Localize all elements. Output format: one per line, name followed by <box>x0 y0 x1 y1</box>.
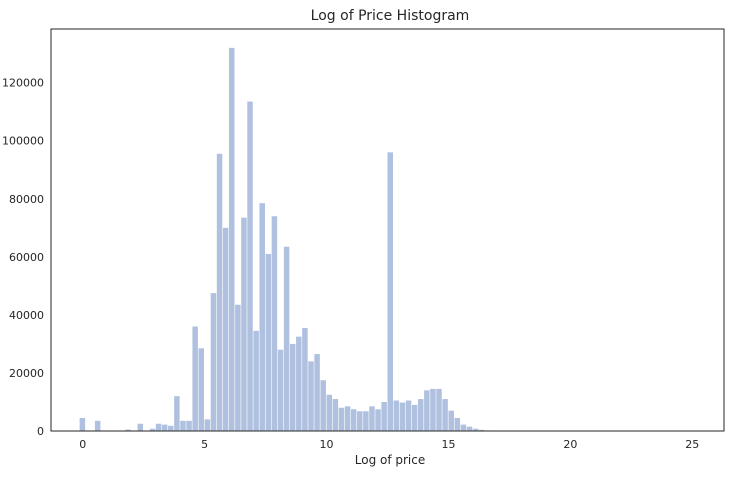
y-tick-label: 100000 <box>2 135 44 148</box>
histogram-bar <box>296 336 302 431</box>
histogram-bar <box>399 402 406 431</box>
histogram-bar <box>259 203 265 431</box>
histogram-bar <box>235 304 241 431</box>
histogram-bar <box>430 388 436 431</box>
x-tick-label: 15 <box>441 438 455 451</box>
histogram-bar <box>357 411 363 431</box>
histogram-bar <box>344 406 351 431</box>
histogram-bar <box>326 394 333 431</box>
x-tick-label: 10 <box>320 438 334 451</box>
histogram-bar <box>411 404 418 431</box>
histogram-bar <box>283 246 290 431</box>
histogram-bar <box>137 423 144 431</box>
histogram-bar <box>94 420 101 431</box>
histogram-bar <box>192 326 198 431</box>
histogram-bar <box>381 401 387 431</box>
y-tick-label: 120000 <box>2 77 44 90</box>
histogram-bar <box>247 101 253 432</box>
histogram-bar <box>216 153 223 432</box>
x-tick-label: 20 <box>563 438 577 451</box>
histogram-bar <box>229 47 235 431</box>
histogram-bar <box>289 343 296 431</box>
histogram-bar <box>320 380 326 431</box>
histogram-bar <box>405 400 412 431</box>
histogram-bar <box>478 429 485 431</box>
histogram-bar <box>393 400 400 431</box>
histogram-bar <box>198 348 205 431</box>
x-axis-ticks: 0 5 10 15 20 25 <box>79 438 699 451</box>
histogram-bar <box>466 426 473 431</box>
histogram-bar <box>436 388 442 431</box>
histogram-bar <box>387 152 393 431</box>
histogram-bar <box>180 420 186 431</box>
histogram-bar <box>265 253 272 431</box>
plot-frame <box>50 28 725 432</box>
histogram-bar <box>253 330 259 431</box>
histogram-bar <box>174 396 180 431</box>
y-tick-label: 80000 <box>9 193 44 206</box>
chart-title: Log of Price Histogram <box>311 8 470 24</box>
histogram-bar <box>472 428 479 431</box>
histogram-bar <box>222 227 229 431</box>
histogram-bar <box>417 399 424 431</box>
histogram-bar <box>338 407 345 431</box>
x-tick-label: 0 <box>79 438 86 451</box>
histogram-bar <box>79 417 86 431</box>
histogram-bar <box>155 423 162 431</box>
histogram-bar <box>277 349 284 431</box>
histogram-bar <box>204 419 211 431</box>
x-tick-label: 5 <box>201 438 208 451</box>
x-tick-label: 25 <box>685 438 699 451</box>
y-tick-label: 40000 <box>9 309 44 322</box>
histogram-bar <box>186 420 192 431</box>
histogram-bar <box>271 216 278 431</box>
histogram-bar <box>350 409 357 431</box>
histogram-bar <box>302 327 308 431</box>
histogram-bar <box>125 429 131 431</box>
histogram-bar <box>424 390 430 431</box>
histogram-bar <box>149 428 156 431</box>
histogram-bar <box>448 410 454 431</box>
bars-group <box>79 47 491 432</box>
histogram-bar <box>168 425 174 431</box>
histogram-bar <box>442 399 448 431</box>
histogram-bar <box>314 354 320 431</box>
x-axis-title: Log of price <box>355 453 426 467</box>
y-tick-label: 20000 <box>9 367 44 380</box>
histogram-bar <box>375 409 381 431</box>
y-axis-ticks: 0 20000 40000 60000 80000 100000 120000 <box>2 77 44 438</box>
histogram-bar <box>332 399 339 431</box>
histogram-bar <box>210 293 217 431</box>
histogram-bar <box>460 424 467 431</box>
histogram-bar <box>454 417 461 431</box>
histogram-bar <box>363 411 369 431</box>
histogram-bar <box>308 361 314 431</box>
y-tick-label: 0 <box>37 425 44 438</box>
histogram-bar <box>369 406 375 431</box>
histogram-bar <box>241 217 247 431</box>
histogram-bar <box>161 424 168 431</box>
y-tick-label: 60000 <box>9 251 44 264</box>
